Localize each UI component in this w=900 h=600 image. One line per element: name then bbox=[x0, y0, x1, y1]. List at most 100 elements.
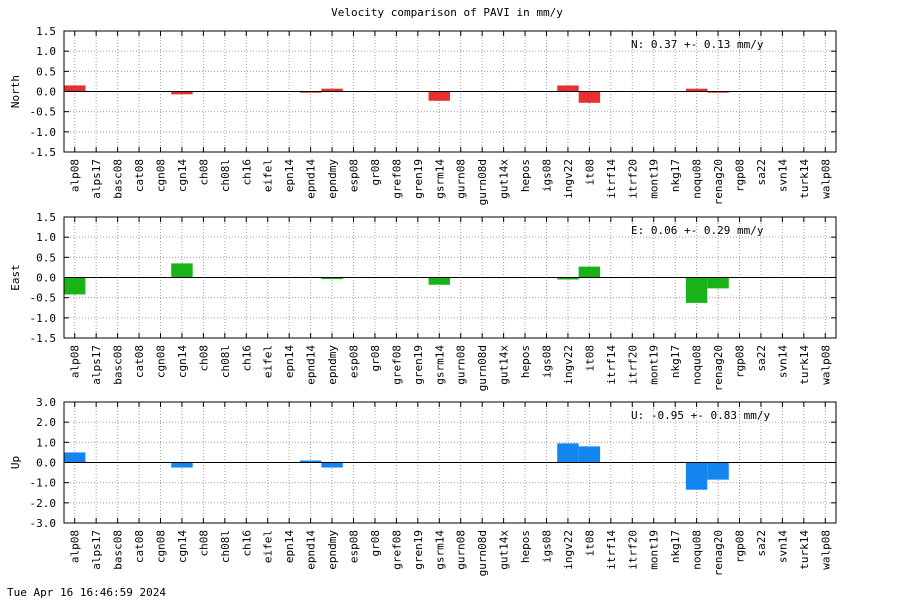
x-tick-label: gren19 bbox=[412, 345, 425, 385]
x-tick-label: gut14x bbox=[498, 530, 511, 570]
y-tick-label: 1.5 bbox=[36, 25, 56, 38]
stats-annotation: N: 0.37 +- 0.13 mm/y bbox=[631, 38, 764, 51]
x-tick-label: gurn08d bbox=[476, 345, 489, 391]
x-tick-label: svn14 bbox=[776, 530, 789, 563]
x-tick-label: ch16 bbox=[240, 345, 253, 372]
y-tick-label: 0.5 bbox=[36, 65, 56, 78]
x-tick-label: epnd14 bbox=[305, 345, 318, 385]
bar-renag20 bbox=[707, 462, 729, 480]
stats-annotation: U: -0.95 +- 0.83 mm/y bbox=[631, 409, 770, 422]
x-tick-label: rgp08 bbox=[734, 345, 747, 378]
y-tick-label: 1.0 bbox=[36, 436, 56, 449]
y-tick-label: -1.5 bbox=[30, 332, 57, 345]
y-tick-label: -1.5 bbox=[30, 146, 57, 159]
x-tick-label: gsrm14 bbox=[433, 530, 446, 570]
bar-gsrm14 bbox=[428, 91, 450, 101]
x-tick-label: alps17 bbox=[90, 159, 103, 199]
x-tick-label: epn14 bbox=[283, 345, 296, 378]
y-tick-label: 1.0 bbox=[36, 45, 56, 58]
y-tick-label: 0.0 bbox=[36, 457, 56, 470]
x-tick-label: ingv22 bbox=[562, 345, 575, 385]
chart-panels: 1.5 1.0 0.5 0.0 -0.5 -1.0 -1.5 alp08 alps17 basc0… bbox=[9, 25, 837, 576]
x-tick-label: gurn08d bbox=[476, 159, 489, 205]
x-tick-label: ch08 bbox=[197, 345, 210, 372]
x-tick-label: svn14 bbox=[776, 345, 789, 378]
bar-noqu08 bbox=[685, 277, 708, 303]
x-tick-label: rgp08 bbox=[734, 159, 747, 192]
x-tick-label: esp08 bbox=[348, 530, 361, 563]
bar-epndmy bbox=[321, 88, 343, 92]
bar-cgn14 bbox=[171, 462, 193, 468]
y-axis-label: North bbox=[9, 75, 22, 108]
x-tick-label: gut14x bbox=[498, 159, 511, 199]
bar-gsrm14 bbox=[428, 277, 450, 285]
y-tick-label: -3.0 bbox=[30, 517, 57, 530]
x-tick-label: alps17 bbox=[90, 530, 103, 570]
x-tick-label: alp08 bbox=[69, 530, 82, 563]
x-tick-label: walp08 bbox=[819, 530, 832, 570]
x-tick-label: sa22 bbox=[755, 345, 768, 372]
y-tick-label: 3.0 bbox=[36, 396, 56, 409]
x-tick-label: nkg17 bbox=[669, 345, 682, 378]
x-tick-label: epn14 bbox=[283, 530, 296, 563]
x-tick-label: mont19 bbox=[648, 159, 661, 199]
x-tick-label: cgn08 bbox=[155, 345, 168, 378]
x-tick-label: itrf20 bbox=[626, 530, 639, 570]
x-tick-label: epnd14 bbox=[305, 159, 318, 199]
x-tick-label: noqu08 bbox=[691, 345, 704, 385]
y-tick-label: -1.0 bbox=[30, 312, 57, 325]
y-tick-label: 1.0 bbox=[36, 231, 56, 244]
x-tick-label: esp08 bbox=[348, 159, 361, 192]
plot-frame bbox=[63, 216, 837, 339]
bar-it08 bbox=[578, 91, 601, 103]
x-tick-label: itrf14 bbox=[605, 345, 618, 385]
x-tick-label: ch08l bbox=[219, 159, 232, 192]
x-tick-label: epndmy bbox=[326, 345, 339, 385]
x-tick-label: turk14 bbox=[798, 530, 811, 570]
y-tick-label: 0.0 bbox=[36, 86, 56, 99]
x-tick-label: mont19 bbox=[648, 530, 661, 570]
x-tick-label: gsrm14 bbox=[433, 345, 446, 385]
x-tick-label: epnd14 bbox=[305, 530, 318, 570]
x-tick-label: cat08 bbox=[133, 530, 146, 563]
x-tick-label: epn14 bbox=[283, 159, 296, 192]
bar-ingv22 bbox=[557, 443, 579, 463]
y-tick-label: -0.5 bbox=[30, 106, 57, 119]
bar-epndmy bbox=[321, 277, 343, 280]
chart-title: Velocity comparison of PAVI in mm/y bbox=[331, 6, 563, 19]
x-tick-label: gref08 bbox=[390, 159, 403, 199]
x-tick-label: ch08l bbox=[219, 345, 232, 378]
x-tick-label: ch16 bbox=[240, 159, 253, 186]
x-tick-label: sa22 bbox=[755, 159, 768, 186]
x-tick-label: esp08 bbox=[348, 345, 361, 378]
x-tick-label: gut14x bbox=[498, 345, 511, 385]
x-tick-label: cgn08 bbox=[155, 530, 168, 563]
x-tick-label: ingv22 bbox=[562, 159, 575, 199]
x-tick-label: alps17 bbox=[90, 345, 103, 385]
bar-ingv22 bbox=[557, 277, 579, 280]
x-tick-label: gref08 bbox=[390, 530, 403, 570]
x-tick-label: svn14 bbox=[776, 159, 789, 192]
bar-renag20 bbox=[707, 277, 729, 289]
panel-north: 1.5 1.0 0.5 0.0 -0.5 -1.0 -1.5 alp08 alps17 basc0… bbox=[9, 25, 837, 205]
x-tick-label: gurn08 bbox=[455, 159, 468, 199]
plot-frame bbox=[63, 401, 837, 524]
x-tick-label: nkg17 bbox=[669, 530, 682, 563]
x-tick-label: mont19 bbox=[648, 345, 661, 385]
bar-it08 bbox=[578, 446, 601, 463]
x-tick-label: alp08 bbox=[69, 159, 82, 192]
panel-up: 3.0 2.0 1.0 0.0 -1.0 -2.0 -3.0 alp08 alps17 basc0… bbox=[9, 396, 837, 576]
x-tick-label: renag20 bbox=[712, 159, 725, 205]
x-tick-label: gurn08 bbox=[455, 530, 468, 570]
bar-alp08 bbox=[64, 277, 86, 295]
bar-alp08 bbox=[64, 452, 86, 463]
bar-ingv22 bbox=[557, 85, 579, 92]
x-tick-label: gsrm14 bbox=[433, 159, 446, 199]
bar-noqu08 bbox=[685, 88, 708, 92]
x-tick-label: ch08 bbox=[197, 159, 210, 186]
x-tick-label: igs08 bbox=[541, 159, 554, 192]
bar-cgn14 bbox=[171, 263, 193, 278]
x-tick-label: gref08 bbox=[390, 345, 403, 385]
x-tick-label: igs08 bbox=[541, 530, 554, 563]
bar-noqu08 bbox=[685, 462, 708, 490]
